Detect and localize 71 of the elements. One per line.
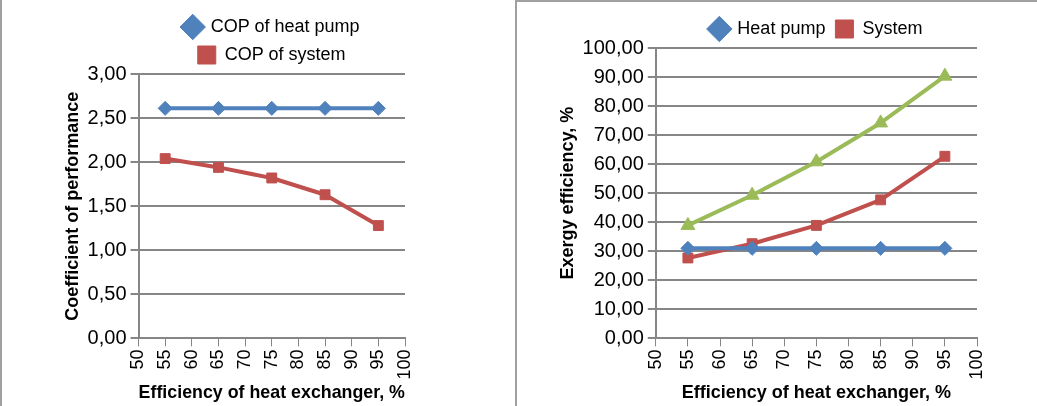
x-axis-title: Efficiency of heat exchanger, % bbox=[138, 382, 406, 403]
y-tick-label: 60,00 bbox=[593, 151, 644, 174]
x-tick-label: 60 bbox=[180, 349, 201, 370]
point bbox=[680, 240, 696, 256]
y-axis-title: Coefficient of performance bbox=[61, 91, 82, 321]
point bbox=[372, 220, 384, 232]
point bbox=[213, 161, 224, 173]
point bbox=[319, 189, 331, 201]
point bbox=[680, 216, 696, 230]
point bbox=[264, 100, 280, 116]
y-tick-label: 1,00 bbox=[87, 237, 127, 260]
x-tick-label: 100 bbox=[393, 349, 414, 380]
x-tick-label: 70 bbox=[773, 349, 794, 370]
y-tick-label: 0,00 bbox=[604, 325, 644, 348]
x-tick-label: 95 bbox=[933, 349, 954, 370]
y-tick-label: 50,00 bbox=[593, 180, 644, 203]
x-tick-label: 65 bbox=[741, 349, 762, 370]
x-tick-label: 90 bbox=[340, 349, 361, 370]
y-tick-label: 1,50 bbox=[87, 193, 127, 216]
legend-label: COP of heat pump bbox=[210, 15, 360, 36]
legend-label: System bbox=[862, 17, 923, 38]
point bbox=[744, 240, 760, 256]
x-tick-label: 75 bbox=[260, 349, 281, 370]
x-tick-label: 80 bbox=[287, 349, 308, 370]
x-tick-label: 100 bbox=[965, 349, 986, 380]
point bbox=[937, 240, 953, 256]
point bbox=[875, 194, 887, 206]
point bbox=[939, 150, 951, 162]
point bbox=[157, 100, 173, 116]
point bbox=[317, 100, 333, 116]
legend-label: Heat pump bbox=[737, 17, 826, 38]
y-tick-label: 10,00 bbox=[593, 296, 644, 319]
x-tick-label: 85 bbox=[314, 349, 335, 370]
x-tick-label: 70 bbox=[234, 349, 255, 370]
x-tick-label: 60 bbox=[708, 349, 729, 370]
point bbox=[159, 153, 171, 165]
x-tick-label: 75 bbox=[805, 349, 826, 370]
legend-label: COP of system bbox=[224, 43, 346, 64]
point bbox=[744, 186, 760, 200]
y-tick-label: 2,00 bbox=[87, 149, 127, 172]
point bbox=[873, 240, 889, 256]
point bbox=[808, 240, 824, 256]
x-tick-label: 90 bbox=[901, 349, 922, 370]
x-tick-label: 55 bbox=[676, 349, 697, 370]
point bbox=[937, 67, 953, 81]
y-tick-label: 100,00 bbox=[582, 35, 644, 58]
point bbox=[266, 172, 278, 184]
y-tick-label: 70,00 bbox=[593, 122, 644, 145]
x-tick-label: 50 bbox=[127, 349, 148, 370]
x-tick-label: 50 bbox=[644, 349, 665, 370]
y-tick-label: 90,00 bbox=[593, 64, 644, 87]
y-tick-label: 20,00 bbox=[593, 267, 644, 290]
y-tick-label: 3,00 bbox=[87, 61, 127, 84]
y-tick-label: 0,50 bbox=[87, 281, 127, 304]
x-tick-label: 80 bbox=[837, 349, 858, 370]
point bbox=[808, 153, 824, 167]
point bbox=[873, 114, 889, 128]
y-tick-label: 80,00 bbox=[593, 93, 644, 116]
x-tick-label: 65 bbox=[207, 349, 228, 370]
x-tick-label: 85 bbox=[869, 349, 890, 370]
y-tick-label: 30,00 bbox=[593, 238, 644, 261]
point bbox=[370, 100, 386, 116]
x-tick-label: 95 bbox=[367, 349, 388, 370]
y-tick-label: 40,00 bbox=[593, 209, 644, 232]
point bbox=[210, 100, 226, 116]
point bbox=[810, 219, 822, 231]
y-tick-label: 0,00 bbox=[87, 325, 127, 348]
x-axis-title: Efficiency of heat exchanger, % bbox=[681, 382, 951, 403]
y-tick-label: 2,50 bbox=[87, 105, 127, 128]
x-tick-label: 55 bbox=[154, 349, 175, 370]
y-axis-title: Exergy efficiency, % bbox=[556, 106, 577, 280]
